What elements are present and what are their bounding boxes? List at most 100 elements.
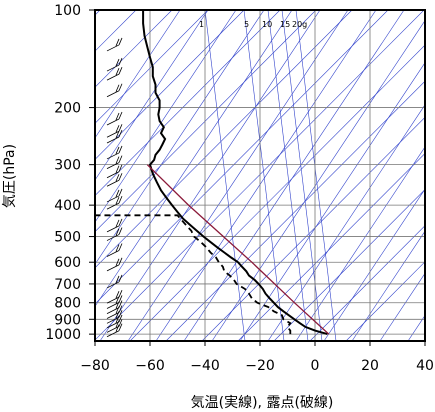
wind-barb-staff (106, 73, 120, 81)
wind-barb-flag (115, 315, 120, 324)
wind-barb-flag (115, 38, 120, 47)
isotherm-line (183, 10, 405, 341)
isotherm-line (95, 10, 237, 223)
adiabat-line (95, 10, 353, 269)
wind-barb-staff (106, 171, 120, 179)
wind-barb-staff (106, 195, 120, 203)
isotherm-line (95, 10, 293, 307)
wind-barb-flag (115, 228, 120, 236)
wind-barb (106, 83, 123, 98)
wind-barb-flag (118, 145, 123, 154)
isotherm-line (323, 188, 425, 341)
wind-barb-flag (118, 319, 123, 327)
y-tick-label: 500 (54, 230, 81, 246)
wind-barb (106, 124, 123, 138)
y-tick-label: 300 (54, 158, 81, 174)
x-tick-label: −20 (245, 358, 275, 374)
x-tick-label: −60 (135, 358, 165, 374)
y-tick-label: 200 (54, 101, 81, 117)
y-tick-label: 900 (54, 312, 81, 328)
wind-barb (106, 145, 123, 160)
wind-barb-flag (115, 156, 120, 164)
dewpoint-line (95, 214, 292, 335)
x-tick-label: 0 (311, 358, 320, 374)
mixing-ratio-label: 5 (244, 20, 249, 29)
adiabat-line (95, 10, 317, 233)
wind-barb-flag (118, 129, 123, 138)
wind-barb (106, 164, 123, 179)
wind-barb-flag (115, 165, 120, 173)
wind-barb (106, 243, 123, 257)
y-tick-label: 600 (54, 255, 81, 271)
wind-barb-staff (106, 307, 120, 314)
wind-barb (106, 274, 123, 289)
wind-barb-flag (118, 295, 123, 303)
wind-barb-flag (118, 305, 123, 313)
adiabat-line (95, 10, 389, 305)
isotherm-line (95, 10, 209, 181)
wind-barb-staff (106, 64, 120, 72)
mixing-ratio-line (295, 10, 337, 341)
adiabat-line (95, 10, 209, 124)
y-tick-label: 400 (54, 198, 81, 214)
tick-layer: 1 5 10 15 20g1002003004005006007008009001000… (45, 3, 434, 374)
wind-barb (106, 37, 123, 52)
wind-barb-flag (118, 314, 123, 323)
wind-barb-staff (106, 316, 120, 324)
wind-barb-flag (115, 189, 120, 198)
wind-barb-flag (118, 155, 123, 163)
wind-barb-staff (106, 44, 120, 52)
y-axis-label: 気圧(hPa) (2, 144, 18, 208)
wind-barb-flag (115, 324, 120, 332)
mixing-ratio-label: 15 (280, 20, 290, 29)
wind-barb-flag (115, 125, 120, 133)
wind-barb-flag (118, 111, 123, 120)
adiabat-line (237, 153, 425, 341)
wind-barb-staff (106, 302, 120, 309)
wind-barb-flag (115, 112, 120, 121)
wind-barb (106, 319, 123, 333)
wind-barb-staff (106, 281, 120, 289)
adiabat-line (95, 10, 173, 88)
wind-barb-flag (115, 174, 120, 182)
wind-barb-staff (106, 326, 120, 333)
isotherm-line (295, 146, 425, 341)
wind-barb-flag (115, 290, 120, 299)
wind-barb-flag (118, 37, 123, 46)
wind-barb (106, 129, 123, 144)
wind-barb-staff (106, 296, 120, 304)
adiabat-line (95, 10, 245, 160)
x-tick-label: 40 (416, 358, 434, 374)
wind-barb (106, 314, 123, 329)
wind-barb-flag (118, 173, 123, 181)
wind-barb-staff (106, 152, 120, 160)
wind-barb (106, 257, 123, 272)
wind-barb (106, 67, 123, 81)
wind-barb-staff (106, 225, 120, 233)
wind-barb-flag (118, 227, 123, 235)
wind-barb-flag (115, 258, 120, 266)
wind-barb-staff (106, 264, 120, 272)
isotherm-line (267, 104, 425, 341)
wind-barb-flag (115, 275, 120, 284)
wind-barb-staff (106, 179, 120, 187)
wind-barb-flag (118, 243, 123, 251)
wind-barb-staff (106, 130, 120, 138)
wind-barb (106, 111, 123, 126)
wind-barb-flag (118, 310, 123, 318)
wind-barb-flag (115, 84, 120, 92)
mixing-ratio-label: 10 (262, 20, 272, 29)
wind-barb-flag (115, 58, 120, 67)
adiabat-line (345, 261, 425, 341)
wind-barb-flag (115, 196, 120, 205)
wind-barb-staff (106, 312, 120, 319)
temperature-line (142, 10, 328, 336)
isotherm-line (407, 314, 425, 341)
wind-barb-staff (106, 162, 120, 170)
wind-barb-flag (118, 323, 123, 331)
wind-barb (106, 218, 123, 233)
x-tick-label: −40 (190, 358, 220, 374)
x-axis-label: 気温(実線), 露点(破線) (191, 395, 334, 411)
wind-barb-flag (118, 124, 123, 132)
isotherm-line (95, 10, 181, 139)
